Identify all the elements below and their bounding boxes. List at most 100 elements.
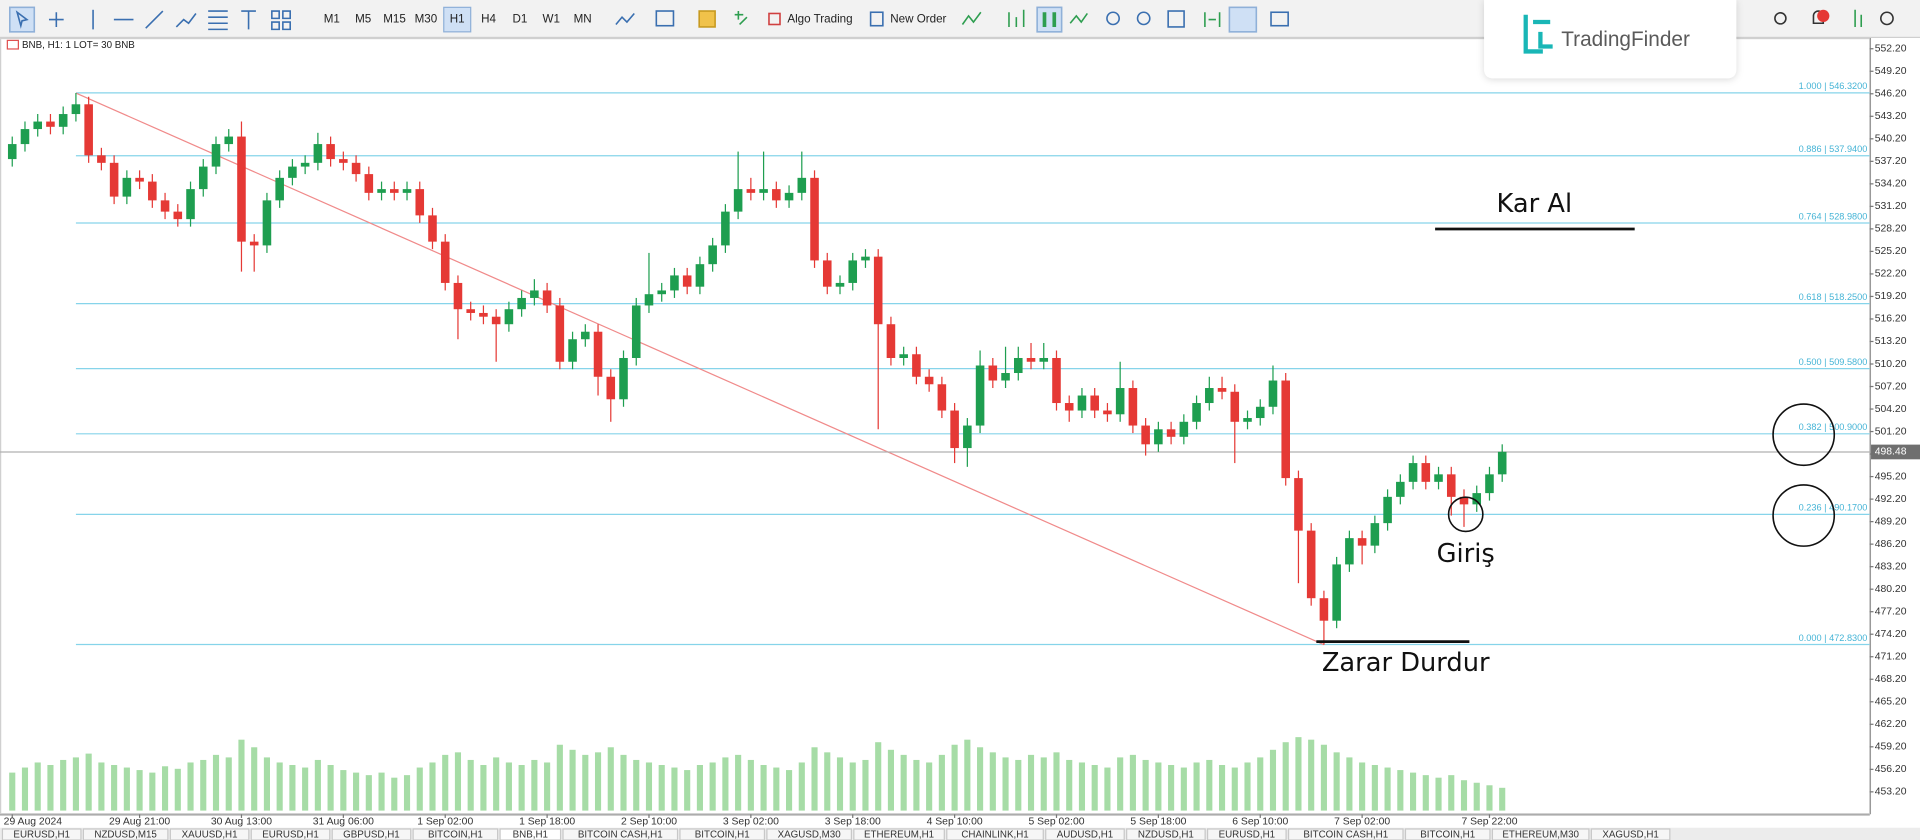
volume-bar — [913, 759, 920, 811]
tab-label[interactable]: NZDUSD,M15 — [94, 830, 157, 840]
tab[interactable] — [1126, 828, 1206, 840]
volume-bar — [1231, 767, 1238, 811]
tab[interactable] — [1404, 828, 1491, 840]
scroll-icon[interactable] — [1204, 12, 1221, 27]
tab-label[interactable]: EURUSD,H1 — [262, 830, 319, 840]
tab-label[interactable]: BITCOIN,H1 — [1420, 830, 1475, 840]
timeframe-button[interactable]: D1 — [512, 13, 527, 26]
candle-body — [924, 376, 934, 385]
search-icon[interactable] — [1774, 12, 1787, 25]
tab[interactable] — [1287, 828, 1404, 840]
template-icon[interactable] — [655, 10, 675, 27]
tab-label[interactable]: BITCOIN,H1 — [695, 830, 750, 840]
volume-bar — [900, 754, 907, 811]
fibo-icon[interactable] — [208, 10, 228, 31]
timeframe-button[interactable]: M5 — [355, 13, 371, 26]
tab[interactable] — [250, 828, 331, 840]
tab-label[interactable]: BITCOIN CASH,H1 — [1303, 830, 1388, 840]
tab[interactable] — [853, 828, 945, 840]
tab-label[interactable]: AUDUSD,H1 — [1057, 830, 1114, 840]
candles-button[interactable] — [1036, 6, 1063, 33]
tab[interactable] — [562, 828, 679, 840]
timeframe-button[interactable]: W1 — [543, 13, 560, 26]
market-icon[interactable] — [698, 10, 716, 28]
volume-bar — [60, 759, 67, 811]
timeframe-button[interactable]: M30 — [415, 13, 438, 26]
y-tick-label: 516.20 — [1875, 314, 1907, 325]
tab[interactable] — [499, 828, 562, 840]
x-tick-label: 3 Sep 02:00 — [723, 816, 779, 827]
screenshot-icon[interactable] — [1270, 11, 1289, 27]
timeframe-button[interactable]: MN — [574, 13, 592, 26]
line-icon[interactable] — [1069, 13, 1088, 24]
tab-label[interactable]: ETHEREUM,H1 — [864, 830, 934, 840]
indicators-icon[interactable] — [734, 11, 748, 26]
y-tick-label: 468.20 — [1875, 674, 1907, 685]
candle-body — [249, 241, 259, 246]
volume-bar — [251, 747, 258, 811]
new-order-button[interactable]: New Order — [890, 13, 946, 26]
volume-bar — [289, 765, 296, 811]
tab-label[interactable]: EURUSD,H1 — [13, 830, 70, 840]
timeframe-button[interactable]: H1 — [450, 13, 465, 26]
timeframe-button[interactable]: M1 — [324, 13, 340, 26]
level-circle — [1772, 484, 1836, 547]
volume-bar — [467, 759, 474, 811]
bar-chart-icon[interactable] — [1008, 9, 1025, 27]
tab-label[interactable]: GBPUSD,H1 — [343, 830, 400, 840]
volume-bar — [1117, 757, 1124, 811]
algo-trading-button[interactable]: Algo Trading — [787, 13, 852, 26]
tab[interactable] — [766, 828, 852, 840]
candle-body — [1205, 388, 1214, 404]
x-tick-label: 29 Aug 21:00 — [109, 816, 170, 827]
tab[interactable] — [1590, 828, 1671, 840]
tab-label[interactable]: XAGUSD,M30 — [778, 830, 842, 840]
signals-icon[interactable] — [961, 11, 982, 25]
channel-icon[interactable] — [175, 12, 197, 28]
tab-label[interactable]: BNB,H1 — [513, 830, 548, 840]
algo-icon[interactable] — [768, 12, 781, 26]
tab[interactable] — [331, 828, 412, 840]
crosshair-icon[interactable] — [48, 12, 64, 27]
candle-body — [1255, 406, 1265, 419]
tab-label[interactable]: XAGUSD,H1 — [1602, 830, 1659, 840]
tab-label[interactable]: EURUSD,H1 — [1219, 830, 1276, 840]
tab[interactable] — [1, 828, 82, 840]
tab-label[interactable]: BITCOIN CASH,H1 — [578, 830, 663, 840]
tab[interactable] — [412, 828, 499, 840]
order-icon[interactable] — [869, 11, 884, 27]
zoom-out-icon[interactable] — [1136, 11, 1151, 26]
shapes-icon[interactable] — [271, 10, 291, 31]
candle-body — [988, 365, 998, 381]
candle-body — [963, 425, 972, 449]
signal-icon[interactable] — [1854, 9, 1863, 27]
tab[interactable] — [82, 828, 169, 840]
tab[interactable] — [169, 828, 250, 840]
tab-label[interactable]: ETHEREUM,M30 — [1502, 830, 1579, 840]
chart-type-icon[interactable] — [615, 12, 635, 25]
zoom-in-icon[interactable] — [1106, 11, 1120, 26]
tab[interactable] — [946, 828, 1044, 840]
timeframe-button[interactable]: H4 — [481, 13, 496, 26]
tile-icon[interactable] — [1167, 10, 1185, 28]
volume-bar — [709, 762, 716, 811]
candle-body — [46, 121, 55, 127]
text-icon[interactable] — [241, 10, 256, 30]
volume-bar — [187, 762, 194, 811]
candle-body — [84, 104, 93, 156]
tab-label[interactable]: CHAINLINK,H1 — [961, 830, 1028, 840]
cursor-button[interactable] — [9, 6, 36, 33]
tab[interactable] — [679, 828, 766, 840]
tab-label[interactable]: NZDUSD,H1 — [1138, 830, 1194, 840]
tab-label[interactable]: XAUUSD,H1 — [182, 830, 238, 840]
timeframe-button[interactable]: M15 — [383, 13, 406, 26]
tab[interactable] — [1491, 828, 1590, 840]
account-icon[interactable] — [1880, 11, 1894, 26]
tab-label[interactable]: BITCOIN,H1 — [428, 830, 483, 840]
candles-icon — [1042, 12, 1057, 27]
volume-bar — [429, 762, 436, 811]
trendline-icon[interactable] — [145, 10, 164, 29]
tab[interactable] — [1045, 828, 1125, 840]
tab[interactable] — [1206, 828, 1287, 840]
shift-button[interactable] — [1228, 6, 1258, 33]
